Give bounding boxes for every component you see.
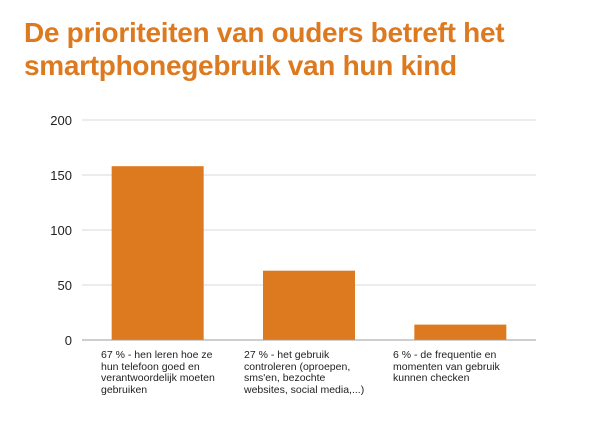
bar-2: [263, 270, 355, 340]
y-tick-label: 50: [58, 278, 72, 293]
x-category-label-line: gebruiken: [101, 383, 148, 396]
x-category-label-line: kunnen checken: [393, 372, 470, 384]
bar-1: [111, 166, 204, 340]
x-category-label-2: 27 % - het gebruik controleren (oproepen,…: [244, 349, 365, 396]
bar-3: [414, 324, 507, 340]
x-category-label-line: hun telefoon goed en: [101, 360, 200, 373]
y-tick-label: 0: [65, 333, 72, 348]
x-category-label-line: 6 % - de frequentie en: [393, 349, 497, 361]
x-category-label-line: 67 % - hen leren hoe ze: [101, 349, 213, 361]
x-category-label-line: 27 % - het gebruik: [244, 349, 330, 361]
x-category-label-1: 67 % - hen leren hoe ze hun telefoon goed…: [101, 349, 215, 396]
x-category-label-3: 6 % - de frequentie en momenten van gebru…: [393, 349, 500, 385]
bars: [111, 166, 507, 340]
x-category-label-line: momenten van gebruik: [393, 360, 500, 373]
y-tick-label: 100: [50, 223, 72, 238]
x-category-label-line: controleren (oproepen,: [244, 360, 351, 373]
chart-title-line-2: smartphonegebruik van hun kind: [24, 50, 457, 81]
y-tick-label: 150: [50, 168, 72, 183]
x-category-label-line: verantwoordelijk moeten: [101, 372, 215, 384]
x-category-label-line: sms'en, bezochte: [244, 372, 326, 384]
x-category-label-line: websites, social media,...): [244, 383, 365, 396]
chart-title-line-1: De prioriteiten van ouders betreft het: [24, 17, 505, 48]
y-axis-ticks: 0 50 100 150 200: [50, 113, 72, 348]
chart-title: De prioriteiten van ouders betreft het s…: [24, 16, 584, 82]
y-tick-label: 200: [50, 113, 72, 128]
